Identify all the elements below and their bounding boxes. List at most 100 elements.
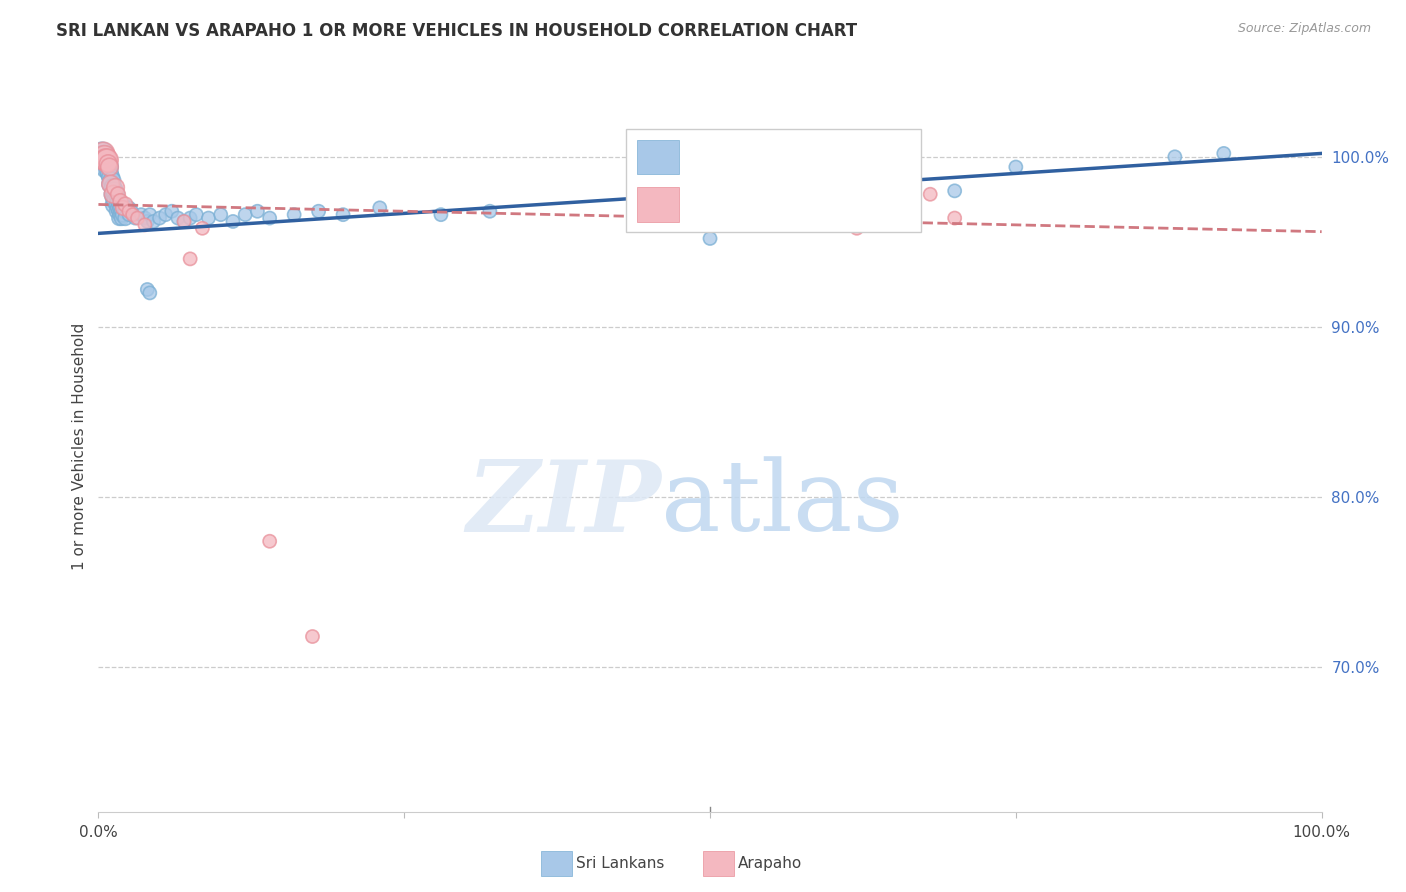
Point bbox=[124, 211, 146, 225]
Point bbox=[209, 208, 232, 222]
Point bbox=[101, 180, 124, 194]
Point bbox=[111, 208, 134, 222]
Point bbox=[155, 208, 177, 222]
Point bbox=[111, 197, 134, 211]
FancyBboxPatch shape bbox=[637, 139, 679, 175]
Point bbox=[134, 211, 156, 225]
Point bbox=[114, 204, 136, 219]
Point bbox=[1004, 160, 1026, 174]
Point bbox=[101, 174, 124, 188]
Point bbox=[101, 187, 124, 202]
Point bbox=[91, 146, 114, 161]
Point bbox=[1164, 150, 1187, 164]
Point bbox=[105, 204, 128, 219]
Point bbox=[943, 184, 966, 198]
Point bbox=[136, 214, 159, 228]
Point bbox=[103, 184, 125, 198]
Point bbox=[167, 211, 190, 225]
Point bbox=[105, 191, 128, 205]
Point bbox=[129, 208, 152, 222]
Point bbox=[114, 211, 136, 225]
Point bbox=[110, 208, 132, 222]
Point bbox=[1212, 146, 1234, 161]
Point bbox=[430, 208, 453, 222]
Point bbox=[478, 204, 501, 219]
Point bbox=[149, 211, 172, 225]
Point bbox=[259, 211, 281, 225]
Text: Source: ZipAtlas.com: Source: ZipAtlas.com bbox=[1237, 22, 1371, 36]
Text: ZIP: ZIP bbox=[467, 457, 661, 553]
Point bbox=[104, 187, 127, 202]
Text: 100.0%: 100.0% bbox=[1292, 825, 1351, 840]
Point bbox=[368, 201, 391, 215]
Point bbox=[110, 201, 132, 215]
Point bbox=[93, 153, 115, 168]
Point bbox=[120, 204, 142, 219]
Point bbox=[105, 197, 128, 211]
Point bbox=[139, 285, 162, 300]
Point bbox=[111, 204, 134, 219]
Point bbox=[191, 221, 214, 235]
Point bbox=[222, 214, 245, 228]
Point bbox=[139, 208, 162, 222]
Point bbox=[94, 153, 117, 168]
Point bbox=[233, 208, 256, 222]
FancyBboxPatch shape bbox=[626, 129, 921, 232]
Text: R = -0.068   N = 26: R = -0.068 N = 26 bbox=[690, 195, 865, 211]
Point bbox=[96, 153, 118, 168]
Point bbox=[91, 150, 114, 164]
Point bbox=[111, 211, 134, 225]
Point bbox=[308, 204, 330, 219]
Point bbox=[870, 214, 893, 228]
Point bbox=[179, 211, 201, 225]
Point bbox=[100, 177, 122, 191]
Point bbox=[127, 211, 149, 225]
Point bbox=[301, 630, 323, 644]
Text: atlas: atlas bbox=[661, 457, 904, 552]
Point bbox=[259, 534, 281, 549]
Point bbox=[91, 146, 114, 161]
Point bbox=[108, 211, 131, 225]
Text: Sri Lankans: Sri Lankans bbox=[576, 856, 665, 871]
Point bbox=[100, 177, 122, 191]
Point bbox=[699, 231, 721, 245]
Point bbox=[173, 214, 195, 228]
Point bbox=[173, 214, 195, 228]
Point bbox=[118, 208, 141, 222]
Point bbox=[246, 204, 269, 219]
Point bbox=[100, 170, 122, 185]
Point bbox=[98, 167, 121, 181]
Point bbox=[142, 214, 165, 228]
Text: 0.0%: 0.0% bbox=[79, 825, 118, 840]
Point bbox=[93, 150, 115, 164]
Point bbox=[107, 201, 129, 215]
Point bbox=[136, 283, 159, 297]
Point bbox=[920, 187, 942, 202]
Point bbox=[110, 194, 132, 208]
Point bbox=[107, 187, 129, 202]
Point bbox=[943, 211, 966, 225]
Point bbox=[179, 252, 201, 266]
Point bbox=[108, 204, 131, 219]
Point bbox=[104, 180, 127, 194]
Point bbox=[118, 201, 141, 215]
Point bbox=[103, 191, 125, 205]
Point bbox=[332, 208, 354, 222]
Text: R =  0.407   N = 71: R = 0.407 N = 71 bbox=[690, 150, 865, 164]
Point bbox=[97, 163, 120, 178]
Point bbox=[283, 208, 305, 222]
Text: SRI LANKAN VS ARAPAHO 1 OR MORE VEHICLES IN HOUSEHOLD CORRELATION CHART: SRI LANKAN VS ARAPAHO 1 OR MORE VEHICLES… bbox=[56, 22, 858, 40]
Point bbox=[134, 218, 156, 232]
Point bbox=[118, 204, 141, 219]
Point bbox=[97, 156, 120, 170]
Point bbox=[160, 204, 183, 219]
Point bbox=[108, 197, 131, 211]
Point bbox=[197, 211, 219, 225]
Point bbox=[104, 194, 127, 208]
Point bbox=[186, 208, 208, 222]
Point bbox=[107, 194, 129, 208]
Point bbox=[111, 201, 134, 215]
Y-axis label: 1 or more Vehicles in Household: 1 or more Vehicles in Household bbox=[72, 322, 87, 570]
FancyBboxPatch shape bbox=[637, 186, 679, 221]
Text: Arapaho: Arapaho bbox=[738, 856, 803, 871]
